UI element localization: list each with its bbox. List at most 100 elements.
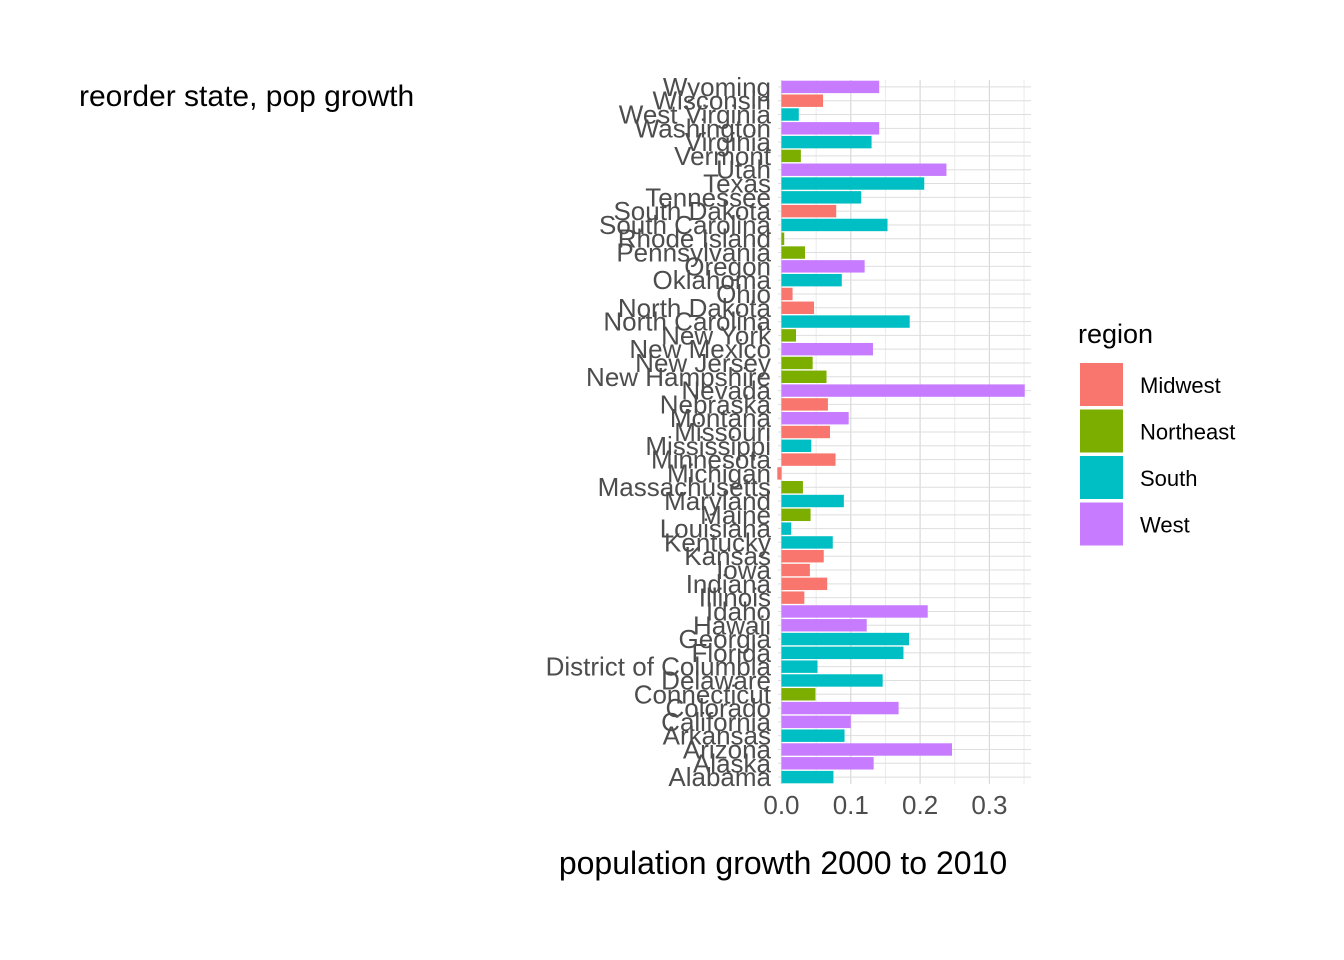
bar-tennessee [781,191,862,204]
legend-title: region [1078,319,1153,349]
bar-rhode-island [781,232,785,245]
y-tick-label: Kentucky [664,527,771,557]
legend-key-midwest [1080,363,1123,406]
legend-key-northeast [1080,409,1123,453]
y-tick-label: South Dakota [613,196,771,226]
bar-iowa [781,563,810,577]
bar-illinois [781,591,805,604]
bar-virginia [781,135,872,149]
bar-vermont [781,149,801,163]
y-tick-label: Kansas [684,541,771,571]
y-tick-label: Delaware [661,665,771,695]
legend: region Midwest Northeast South West [1078,319,1235,546]
bar-south-dakota [781,204,837,218]
legend-label-midwest: Midwest [1140,373,1221,398]
y-tick-label: Arizona [683,734,772,764]
y-tick-label: Montana [670,403,772,433]
legend-key-south [1080,456,1123,499]
bar-nevada [781,384,1025,397]
y-tick-label: Connecticut [634,679,772,709]
y-tick-label: District of Columbia [546,652,772,682]
bar-texas [781,177,925,190]
legend-key-west [1080,502,1123,546]
bar-georgia [781,632,910,646]
bar-minnesota [781,453,836,466]
bar-alaska [781,757,874,770]
x-tick-label: 0.2 [902,790,938,820]
y-tick-label: New Mexico [629,334,771,364]
chart-title: reorder state, pop growth [79,80,414,113]
y-tick-label: Oregon [684,251,771,281]
y-tick-label: Virginia [685,127,772,157]
bar-west-virginia [781,108,799,121]
bar-kentucky [781,536,833,549]
bar-louisiana [781,522,792,535]
bar-maryland [781,494,844,508]
bar-wyoming [781,80,880,94]
bar-wisconsin [781,94,824,107]
y-tick-label: Rhode Island [618,224,771,254]
y-tick-label: Colorado [665,693,771,723]
x-tick-label: 0.3 [971,790,1007,820]
x-tick-labels: 0.0 0.1 0.2 0.3 [763,790,1007,820]
y-tick-label: Iowa [716,555,771,585]
bar-ohio [781,287,793,301]
bar-north-carolina [781,315,910,328]
y-tick-label: Hawaii [693,610,771,640]
y-tick-label: Missouri [674,417,771,447]
y-tick-label: New York [661,320,772,350]
y-tick-label: Minnesota [651,445,771,475]
y-tick-label: Indiana [686,569,772,599]
bar-arizona [781,743,952,756]
bar-indiana [781,577,828,591]
bar-missouri [781,425,830,439]
bar-alabama [781,770,834,784]
bar-michigan [777,467,782,480]
x-axis-label: population growth 2000 to 2010 [559,845,1007,881]
bar-south-carolina [781,218,888,232]
bar-new-mexico [781,342,873,356]
bar-delaware [781,674,883,687]
bar-maine [781,508,811,522]
y-tick-label: Georgia [679,624,772,654]
bar-utah [781,163,947,176]
y-tick-label: Alabama [668,762,771,792]
x-tick-label: 0.0 [763,790,799,820]
y-tick-label: Washington [635,113,771,143]
bar-connecticut [781,688,816,701]
y-tick-label: Vermont [674,141,772,171]
y-tick-label: Texas [703,169,771,199]
y-tick-label: Utah [716,155,771,185]
y-tick-label: Idaho [706,596,771,626]
y-tick-label: New Hampshire [586,362,771,392]
bar-arkansas [781,729,845,742]
y-tick-label: Arkansas [663,721,771,751]
y-tick-label: Mississippi [645,431,771,461]
y-tick-label: Massachusetts [598,472,771,502]
y-tick-label: North Carolina [603,307,771,337]
bar-nebraska [781,398,828,411]
y-tick-label: Michigan [667,458,771,488]
y-tick-label: Tennessee [645,182,771,212]
bar-oregon [781,260,865,273]
y-tick-label: Wyoming [663,72,771,102]
bar-kansas [781,550,824,563]
bar-new-hampshire [781,370,827,383]
y-tick-label: Nevada [681,376,771,406]
y-tick-label: Wisconsin [653,86,771,116]
bar-colorado [781,701,899,715]
bar-pennsylvania [781,246,806,259]
y-tick-label: South Carolina [599,210,772,240]
y-tick-label: West Virginia [619,100,772,130]
legend-label-northeast: Northeast [1140,420,1235,445]
y-tick-label: California [661,707,771,737]
bar-mississippi [781,439,812,453]
legend-label-west: West [1140,513,1190,538]
y-tick-labels: AlabamaAlaskaArizonaArkansasCaliforniaCo… [546,72,772,792]
bar-montana [781,411,849,425]
bar-massachusetts [781,481,803,494]
y-tick-label: Maine [700,500,771,530]
legend-label-south: South [1140,466,1198,491]
x-tick-label: 0.1 [833,790,869,820]
y-tick-label: Pennsylvania [616,238,771,268]
